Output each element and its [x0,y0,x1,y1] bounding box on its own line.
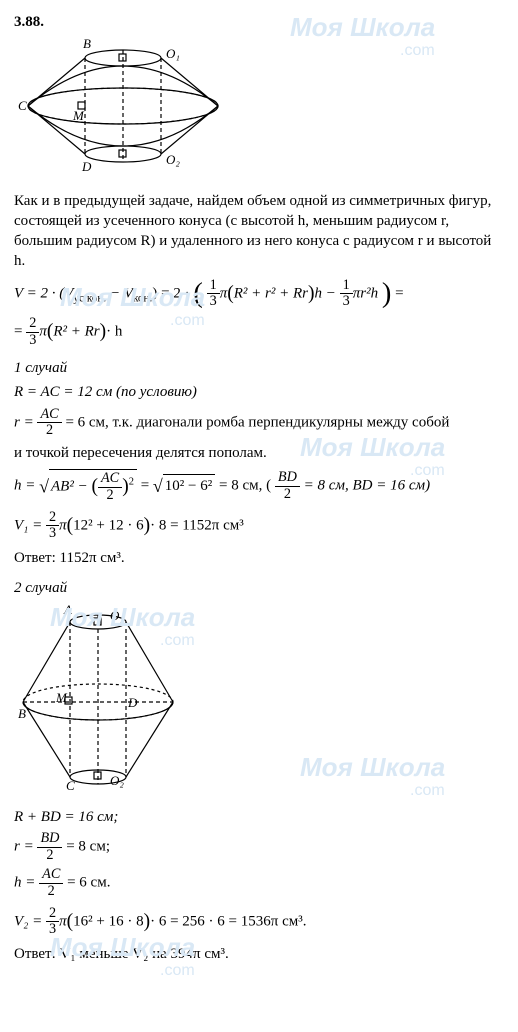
case2-line1: R + BD = 16 см; [14,807,504,827]
txt: · h [106,323,122,339]
txt: = 8 см, ( [215,478,275,494]
txt: 10² − 6² [163,474,215,496]
txt: V₁ = [14,517,46,533]
svg-text:B: B [18,706,26,721]
txt: R² + r² + Rr [234,285,308,301]
problem-number: 3.88. [14,12,504,32]
txt: πr²h [353,285,378,301]
svg-text:D: D [127,695,138,710]
txt: · 6 = 256 · 6 = 1536π см³. [150,913,306,929]
svg-text:O₁: O₁ [166,46,180,61]
txt: = 6 см. [63,875,110,891]
txt: = 6 см, т.к. диагонали ромба перпендикул… [62,414,450,430]
txt: AB² − [51,479,91,495]
txt: V = 2 · (V [14,285,73,301]
n: AC [98,471,122,488]
formula-v-eq2: = 23π(R² + Rr)· h [14,316,504,348]
formula-v-main: V = 2 · (Vус.кон. − Vкон.) = 2 · ( 13π(R… [14,278,504,310]
diagram-1: B C D M O₁ O₂ [18,36,504,182]
svg-text:D: D [81,159,92,174]
n: 1 [207,278,220,295]
svg-text:C: C [66,778,75,792]
case2-r: r = BD2 = 8 см; [14,831,504,863]
n: 1 [340,278,353,295]
txt: h = [14,875,39,891]
svg-text:B: B [83,36,91,51]
txt: R + BD = 16 см; [14,809,118,825]
svg-text:C: C [18,98,27,113]
txt: h − [314,285,339,301]
final-answer: Ответ: V₁ меньше V₂ на 394π см³. [14,944,504,964]
txt: = [14,323,26,339]
case2-label: 2 случай [14,578,504,598]
n: AC [39,867,63,884]
txt: = 8 см; [62,839,110,855]
svg-text:M: M [55,690,68,705]
txt: V₂ = [14,913,46,929]
n: 2 [26,316,39,333]
txt: = [137,478,153,494]
d: 3 [26,333,39,349]
txt: = 8 см, BD = 16 см) [300,478,430,494]
case1-V1: V₁ = 23π(12² + 12 · 6)· 8 = 1152π см³ [14,510,504,542]
case1-h: h = √AB² − (AC2)2 = √10² − 6² = 8 см, ( … [14,469,504,503]
txt: ) = 2 · [152,285,193,301]
d: 3 [46,526,59,542]
n: 2 [46,510,59,527]
intro-text: Как и в предыдущей задаче, найдем объем … [14,191,504,272]
txt: π [39,323,47,339]
svg-text:O₂: O₂ [110,773,124,788]
case2-V2: V₂ = 23π(16² + 16 · 8)· 6 = 256 · 6 = 15… [14,906,504,938]
svg-text:O₁: O₁ [110,608,124,623]
txt: π [59,913,67,929]
case1-r-line2: и точкой пересечения делятся пополам. [14,443,504,463]
txt: π [59,517,67,533]
case1-r: r = AC2 = 6 см, т.к. диагонали ромба пер… [14,407,504,439]
d: 2 [37,848,62,864]
d: 2 [275,487,300,503]
n: BD [37,831,62,848]
svg-text:A: A [63,602,72,617]
txt: R = AC = 12 см (по условию) [14,384,197,400]
d: 3 [340,294,353,310]
diagram-2: A B C D M O₁ O₂ [18,602,504,798]
n: BD [275,470,300,487]
d: 3 [46,922,59,938]
sub: ус.кон. [73,292,106,304]
txt: 12² + 12 · 6 [73,517,143,533]
txt: r = [14,839,37,855]
txt: r = [14,414,37,430]
txt: 16² + 16 · 8 [73,913,143,929]
d: 2 [39,884,63,900]
case2-h: h = AC2 = 6 см. [14,867,504,899]
case1-answer: Ответ: 1152π см³. [14,548,504,568]
case1-label: 1 случай [14,358,504,378]
txt: h = [14,478,39,494]
svg-text:O₂: O₂ [166,152,180,167]
txt: · 8 = 1152π см³ [150,517,244,533]
txt: − V [106,285,133,301]
n: AC [37,407,61,424]
n: 2 [46,906,59,923]
d: 2 [37,423,61,439]
sub: кон. [133,292,152,304]
case1-R: R = AC = 12 см (по условию) [14,382,504,402]
txt: R² + Rr [53,323,99,339]
d: 2 [98,488,122,504]
svg-text:M: M [72,108,85,123]
d: 3 [207,294,220,310]
